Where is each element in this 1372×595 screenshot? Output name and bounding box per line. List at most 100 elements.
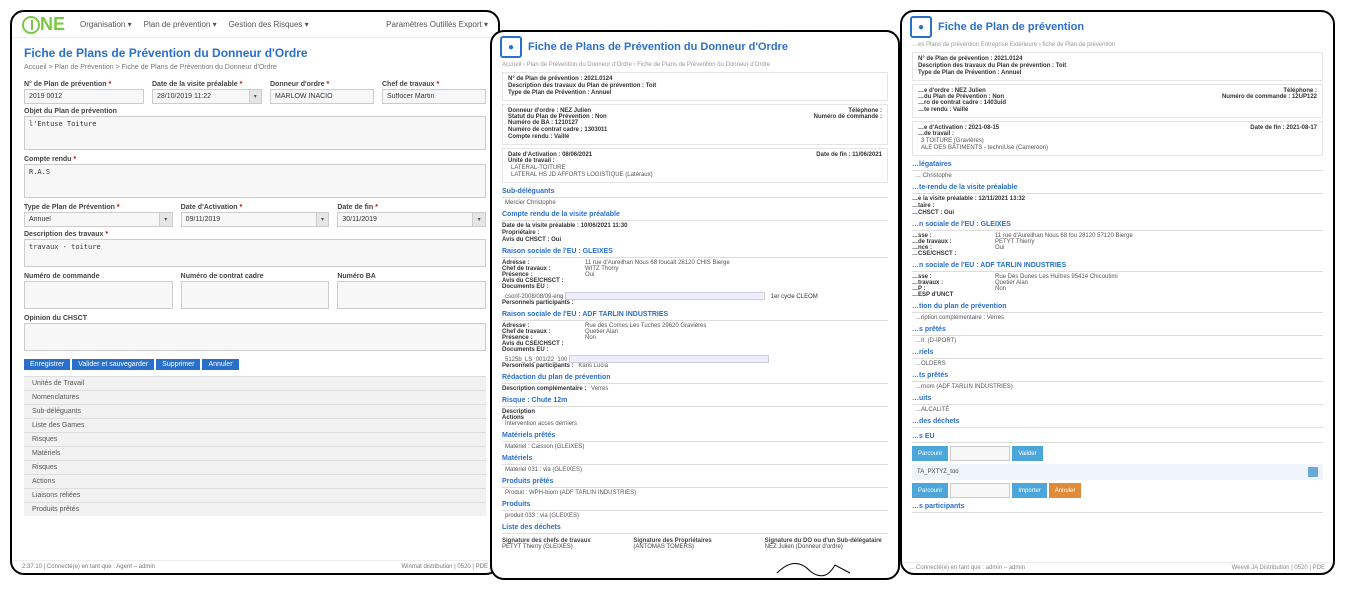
info-key: Description des travaux du Plan de préve… bbox=[508, 83, 656, 89]
input-date-fin[interactable] bbox=[337, 212, 473, 227]
label-date-visite: Date de la visite préalable * bbox=[152, 81, 262, 88]
section-header[interactable]: …s prêtés bbox=[912, 324, 1323, 336]
cancel-button[interactable]: Annuler bbox=[202, 359, 238, 370]
calendar-icon[interactable]: ▾ bbox=[317, 212, 330, 227]
file-name[interactable]: csonf-2008/08/09-eng bbox=[505, 294, 563, 300]
section-header[interactable]: Matériels bbox=[502, 453, 888, 465]
browse-button[interactable]: Parcourir bbox=[912, 483, 948, 498]
info-key: Numéro de commande : bbox=[814, 114, 882, 120]
textarea-compte-rendu[interactable]: R.A.S bbox=[24, 164, 486, 198]
accordion-item[interactable]: Matériels bbox=[24, 446, 486, 460]
info-key: Propriétaire : bbox=[502, 230, 539, 236]
section-header[interactable]: Rédaction du plan de prévention bbox=[502, 372, 888, 384]
info-block: Donneur d'ordre : NEZ Julien Téléphone :… bbox=[502, 104, 888, 145]
info-key: Date de fin : 2021-08-17 bbox=[1250, 125, 1317, 131]
info-key: N° de Plan de prévention : 2021.0124 bbox=[508, 76, 612, 82]
accordion-item[interactable]: Actions bbox=[24, 474, 486, 488]
info-value: 3 TOITURE (Gravières) bbox=[921, 138, 984, 144]
chevron-down-icon[interactable]: ▾ bbox=[160, 212, 173, 227]
file-icon[interactable] bbox=[1308, 467, 1318, 477]
section-header[interactable]: Sub-déléguants bbox=[502, 186, 888, 198]
footer: …Connecté(e) en tant que : admin – admin… bbox=[902, 562, 1333, 573]
section-header[interactable]: Raison sociale de l'EU : GLEIXES bbox=[502, 246, 888, 258]
accordion-item[interactable]: Nomenclatures bbox=[24, 390, 486, 404]
textarea-objet[interactable]: l'Entuse Toiture bbox=[24, 116, 486, 150]
input-donneur[interactable] bbox=[270, 89, 374, 104]
section-header[interactable]: …n sociale de l'EU : ADF TARLIN INDUSTRI… bbox=[912, 260, 1323, 272]
section-header[interactable]: …n sociale de l'EU : GLEIXES bbox=[912, 219, 1323, 231]
nav-item[interactable]: Organisation ▾ bbox=[80, 20, 132, 29]
section-header[interactable]: …s EU bbox=[912, 431, 1323, 443]
info-key: …e la visite préalable : 12/11/2021 13:3… bbox=[912, 196, 1025, 202]
section-header[interactable]: Produits prêtés bbox=[502, 476, 888, 488]
section-header[interactable]: …te-rendu de la visite préalable bbox=[912, 182, 1323, 194]
section-header[interactable]: …légataires bbox=[912, 159, 1323, 171]
text: …ription complémentaire : Verres bbox=[915, 315, 1323, 321]
section-header[interactable]: Raison sociale de l'EU : ADF TARLIN INDU… bbox=[502, 309, 888, 321]
accordion-item[interactable]: Liste des Games bbox=[24, 418, 486, 432]
info-key: Personnels participants : bbox=[502, 300, 888, 306]
input-date-act[interactable] bbox=[181, 212, 317, 227]
section-header[interactable]: Matériels prêtés bbox=[502, 430, 888, 442]
info-key: …de travail : bbox=[918, 131, 954, 137]
save-button[interactable]: Enregistrer bbox=[24, 359, 70, 370]
textarea-cmd[interactable] bbox=[24, 281, 173, 309]
logo: NE bbox=[22, 14, 65, 35]
page-title: Fiche de Plan de prévention bbox=[938, 21, 1084, 33]
info-block: …e d'ordre : NEZ Julien Téléphone : …du … bbox=[912, 84, 1323, 118]
section-header[interactable]: …tion du plan de prévention bbox=[912, 301, 1323, 313]
footer-left: 2.37.10 | Connecté(e) en tant que : Agen… bbox=[22, 564, 155, 570]
nav-item[interactable]: Gestion des Risques ▾ bbox=[229, 20, 309, 29]
delete-button[interactable]: Supprimer bbox=[156, 359, 200, 370]
section-header[interactable]: …s participants bbox=[912, 501, 1323, 513]
textarea-opinion[interactable] bbox=[24, 323, 486, 351]
textarea-cadre[interactable] bbox=[181, 281, 330, 309]
accordion-item[interactable]: Risques bbox=[24, 432, 486, 446]
signature-col: Signature des Propriétaires (ANTOMAS TOM… bbox=[633, 538, 756, 578]
file-input[interactable] bbox=[950, 446, 1010, 461]
accordion-item[interactable]: Produits prêtés bbox=[24, 502, 486, 516]
browse-button[interactable]: Parcourir bbox=[912, 446, 948, 461]
textarea-desc[interactable]: travaux - toiture bbox=[24, 239, 486, 267]
signature-box[interactable] bbox=[765, 550, 888, 578]
input-chef[interactable] bbox=[382, 89, 486, 104]
signature-box[interactable] bbox=[502, 550, 625, 578]
signature-col: Signature du DO ou d'un Sub-délégataire … bbox=[765, 538, 888, 578]
info-key: Avis du CHSCT : Oui bbox=[502, 237, 561, 243]
section-header[interactable]: Compte rendu de la visite préalable bbox=[502, 209, 888, 221]
label-chef: Chef de travaux * bbox=[382, 81, 486, 88]
section-header[interactable]: Produits bbox=[502, 499, 888, 511]
calendar-icon[interactable]: ▾ bbox=[473, 212, 486, 227]
signature-box[interactable] bbox=[633, 550, 756, 578]
accordion-item[interactable]: Sub-déléguants bbox=[24, 404, 486, 418]
section-header[interactable]: …ts prêtés bbox=[912, 370, 1323, 382]
validate-button[interactable]: Valider bbox=[1012, 446, 1042, 461]
header: ● Fiche de Plans de Prévention du Donneu… bbox=[492, 32, 898, 62]
validate-save-button[interactable]: Valider et sauvegarder bbox=[72, 359, 154, 370]
textarea-ba[interactable] bbox=[337, 281, 486, 309]
section-header[interactable]: Liste des déchets bbox=[502, 522, 888, 534]
input-num[interactable] bbox=[24, 89, 144, 104]
info-value: Oui bbox=[995, 245, 1133, 251]
accordion-item[interactable]: Liaisons reliées bbox=[24, 488, 486, 502]
accordion-item[interactable]: Unités de Travail bbox=[24, 376, 486, 390]
input-date-visite[interactable] bbox=[152, 89, 250, 104]
calendar-icon[interactable]: ▾ bbox=[250, 89, 262, 104]
section-header[interactable]: …uits bbox=[912, 393, 1323, 405]
section-header[interactable]: Risque : Chute 12m bbox=[502, 395, 888, 407]
nav-right[interactable]: Paramètres Outillés Export ▾ bbox=[386, 20, 488, 29]
signature-icon bbox=[775, 553, 855, 578]
file-input[interactable] bbox=[950, 483, 1010, 498]
section-header[interactable]: …des déchets bbox=[912, 416, 1323, 428]
info-value: Oui bbox=[585, 272, 730, 278]
info-key: Documents EU : bbox=[502, 347, 572, 353]
import-button[interactable]: Importer bbox=[1012, 483, 1046, 498]
info-key: Numéro de BA : 1210127 bbox=[508, 120, 578, 126]
file-name[interactable]: 5125b_LS_001/22_100 bbox=[505, 357, 567, 363]
select-type[interactable] bbox=[24, 212, 160, 227]
progress-bar bbox=[569, 355, 769, 363]
section-header[interactable]: …riels bbox=[912, 347, 1323, 359]
accordion-item[interactable]: Risques bbox=[24, 460, 486, 474]
cancel-button[interactable]: Annuler bbox=[1049, 483, 1082, 498]
nav-item[interactable]: Plan de prévention ▾ bbox=[144, 20, 217, 29]
